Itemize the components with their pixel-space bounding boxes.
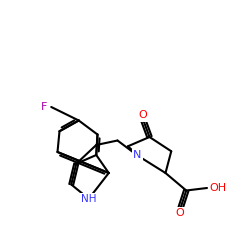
Text: O: O bbox=[175, 208, 184, 218]
Text: O: O bbox=[138, 110, 147, 120]
Text: F: F bbox=[41, 102, 48, 112]
Text: OH: OH bbox=[210, 183, 226, 193]
Text: N: N bbox=[133, 150, 142, 160]
Text: NH: NH bbox=[81, 194, 96, 204]
